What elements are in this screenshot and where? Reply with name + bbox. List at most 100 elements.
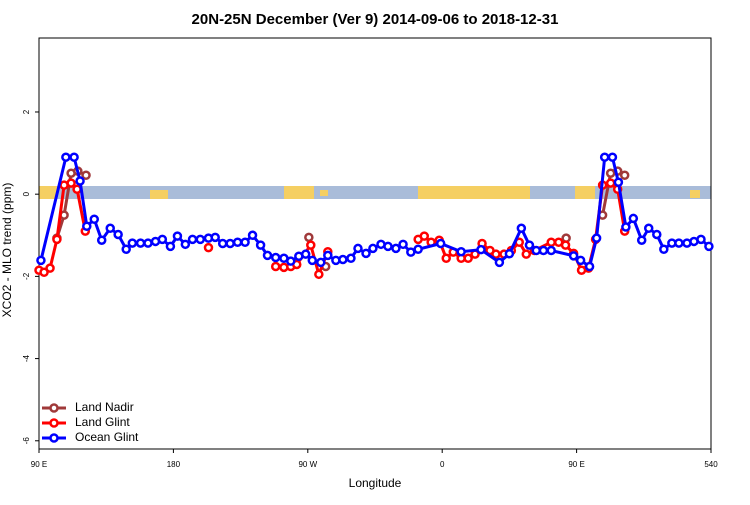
point bbox=[575, 255, 586, 266]
point bbox=[323, 250, 333, 261]
point bbox=[591, 233, 602, 243]
point bbox=[45, 263, 55, 273]
point bbox=[135, 238, 146, 248]
point bbox=[240, 237, 250, 248]
legend-marker bbox=[49, 433, 59, 443]
point bbox=[435, 238, 446, 249]
point bbox=[187, 234, 198, 245]
point bbox=[66, 178, 76, 188]
point bbox=[463, 253, 473, 264]
point bbox=[584, 261, 595, 272]
y-tick-label: -6 bbox=[22, 437, 31, 445]
point bbox=[607, 152, 618, 162]
point bbox=[628, 213, 639, 224]
point bbox=[105, 223, 115, 234]
point bbox=[353, 243, 363, 254]
point bbox=[636, 235, 647, 245]
point bbox=[36, 255, 46, 266]
point bbox=[546, 245, 556, 256]
point bbox=[560, 240, 571, 250]
point bbox=[75, 176, 85, 186]
point bbox=[172, 231, 183, 241]
point bbox=[270, 252, 281, 263]
point bbox=[52, 234, 62, 245]
x-tick-label: 90 E bbox=[568, 460, 584, 469]
point bbox=[521, 249, 532, 259]
point bbox=[538, 245, 549, 256]
point bbox=[307, 255, 318, 266]
point bbox=[398, 239, 408, 250]
x-axis-label: Longitude bbox=[349, 476, 402, 490]
point bbox=[69, 152, 79, 162]
y-tick-label: 2 bbox=[22, 109, 31, 114]
point bbox=[546, 237, 556, 248]
chart-title: 20N-25N December (Ver 9) 2014-09-06 to 2… bbox=[192, 11, 559, 28]
point bbox=[704, 241, 714, 252]
point bbox=[406, 247, 416, 257]
point bbox=[210, 232, 220, 243]
point bbox=[361, 248, 371, 259]
point bbox=[368, 243, 378, 254]
point bbox=[262, 250, 273, 261]
point bbox=[613, 177, 624, 188]
point bbox=[39, 267, 49, 278]
point bbox=[143, 238, 153, 248]
x-tick-label: 90 W bbox=[298, 460, 317, 469]
y-tick-label: -4 bbox=[22, 354, 31, 362]
legend-label: Land Glint bbox=[75, 415, 130, 429]
point bbox=[413, 244, 423, 255]
point bbox=[441, 253, 451, 264]
legend-marker bbox=[49, 403, 59, 413]
x-tick-label: 180 bbox=[167, 460, 181, 469]
point bbox=[225, 238, 235, 249]
point bbox=[338, 254, 348, 265]
legend-label: Land Nadir bbox=[75, 400, 134, 414]
point bbox=[255, 240, 266, 250]
point bbox=[121, 244, 131, 255]
point bbox=[524, 240, 535, 250]
point bbox=[61, 152, 71, 162]
point bbox=[419, 231, 430, 241]
point bbox=[652, 229, 662, 240]
point bbox=[643, 223, 654, 234]
y-tick-label: 0 bbox=[22, 191, 31, 196]
point bbox=[113, 229, 123, 240]
point bbox=[659, 244, 669, 255]
point bbox=[568, 251, 579, 261]
point bbox=[270, 261, 281, 272]
point bbox=[306, 240, 316, 250]
x-tick-label: 90 E bbox=[31, 460, 47, 469]
legend-label: Ocean Glint bbox=[75, 430, 139, 444]
point bbox=[96, 235, 107, 245]
point bbox=[195, 234, 206, 245]
point bbox=[157, 234, 168, 245]
point bbox=[304, 232, 314, 243]
point bbox=[180, 239, 191, 250]
point bbox=[621, 222, 631, 232]
x-tick-label: 0 bbox=[440, 460, 445, 469]
y-tick-label: -2 bbox=[22, 272, 31, 280]
point bbox=[346, 253, 356, 264]
point bbox=[383, 241, 393, 252]
point bbox=[599, 152, 610, 162]
point bbox=[476, 244, 486, 255]
y-axis-label: XCO2 - MLO trend (ppm) bbox=[0, 183, 14, 318]
point bbox=[232, 237, 243, 248]
series-line bbox=[55, 169, 626, 239]
point bbox=[82, 221, 92, 231]
point bbox=[391, 243, 401, 254]
point bbox=[504, 249, 515, 259]
point bbox=[217, 238, 228, 249]
point bbox=[89, 214, 100, 225]
point bbox=[81, 170, 91, 181]
map-band bbox=[39, 186, 711, 199]
point bbox=[316, 257, 326, 268]
x-tick-label: 540 bbox=[704, 460, 718, 469]
point bbox=[314, 269, 324, 280]
point bbox=[165, 241, 176, 252]
point bbox=[605, 178, 616, 188]
point bbox=[203, 242, 214, 253]
point bbox=[456, 246, 466, 257]
point bbox=[674, 238, 684, 248]
